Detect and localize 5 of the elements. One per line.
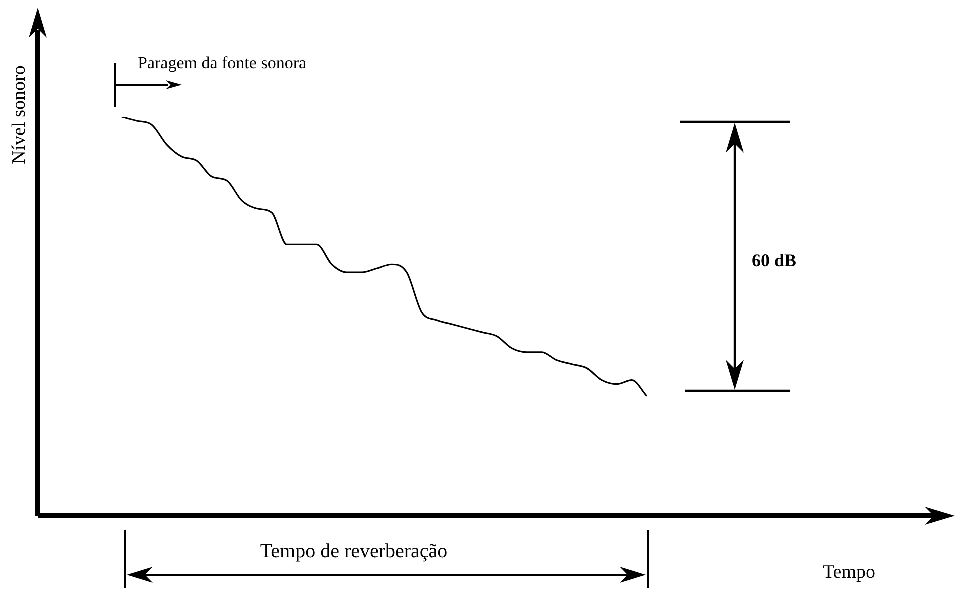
y-axis-title: Nível sonoro xyxy=(8,66,30,164)
text: 60 dB xyxy=(752,250,797,271)
text: Paragem da fonte sonora xyxy=(138,53,307,72)
text: Tempo de reverberação xyxy=(260,540,448,562)
text: Tempo xyxy=(823,562,876,583)
